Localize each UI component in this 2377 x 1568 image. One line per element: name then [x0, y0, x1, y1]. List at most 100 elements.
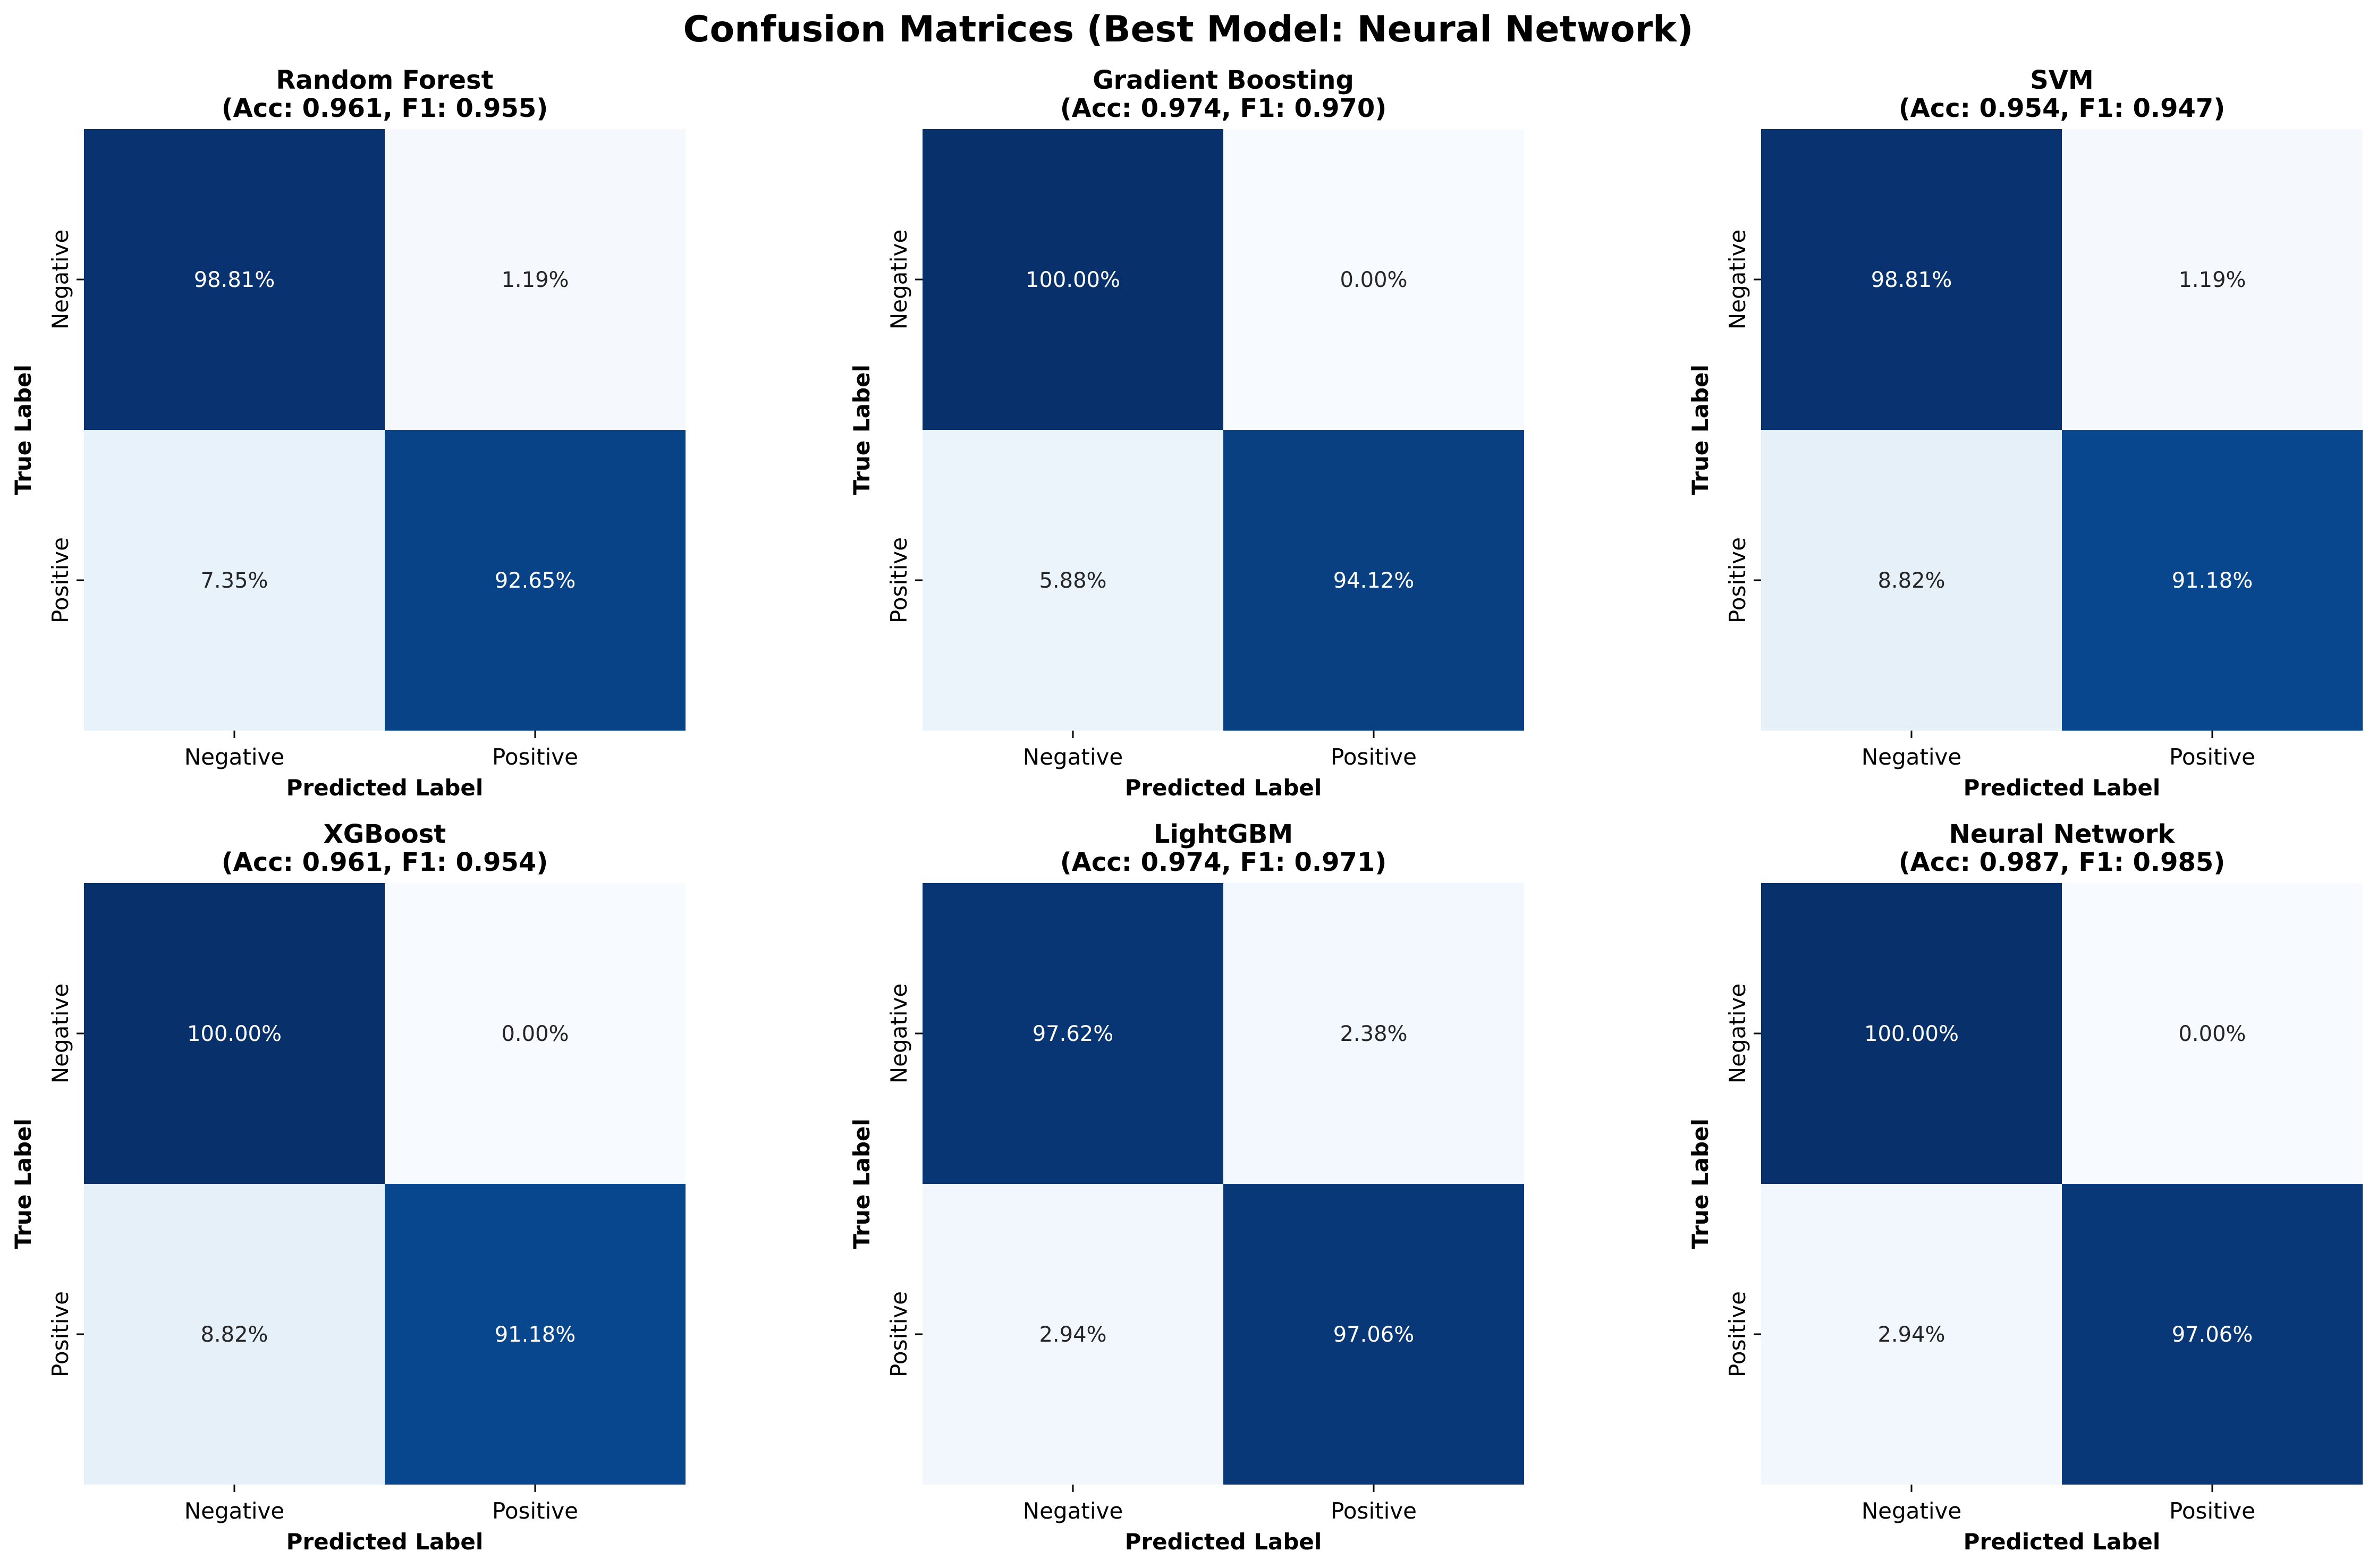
- panel-subtitle: (Acc: 0.987, F1: 0.985): [1899, 847, 2226, 877]
- heatmap-cell: [2062, 430, 2363, 731]
- y-tick-label: Positive: [1724, 537, 1750, 623]
- heatmap-cell: [1761, 1184, 2062, 1485]
- cell-value-label: 0.00%: [1340, 268, 1407, 292]
- heatmap-cell: [923, 1184, 1223, 1485]
- cell-value-label: 1.19%: [501, 268, 569, 292]
- cell-value-label: 5.88%: [1039, 569, 1106, 593]
- cell-value-label: 100.00%: [1026, 268, 1120, 292]
- x-axis-label: Predicted Label: [1125, 775, 1322, 801]
- y-axis-label: True Label: [1687, 365, 1713, 495]
- cell-value-label: 91.18%: [2172, 569, 2253, 593]
- x-tick-label: Positive: [2169, 1498, 2255, 1524]
- heatmap-cell: [2062, 883, 2363, 1184]
- heatmap-cell: [84, 430, 385, 731]
- panel-neural-network: Neural Network(Acc: 0.987, F1: 0.985) 100…: [1687, 819, 2363, 1555]
- y-tick-label: Positive: [47, 537, 73, 623]
- panel-xgboost: XGBoost(Acc: 0.961, F1: 0.954) 100.00% 0.0…: [10, 819, 686, 1555]
- heatmap-cell: [385, 129, 686, 430]
- cell-value-label: 98.81%: [1871, 268, 1952, 292]
- y-tick-label: Positive: [886, 1291, 912, 1377]
- y-axis-label: True Label: [849, 365, 875, 495]
- heatmap-cell: [1223, 129, 1524, 430]
- heatmap-cell: [1223, 883, 1524, 1184]
- heatmap-cell: [1223, 1184, 1524, 1485]
- cell-value-label: 7.35%: [200, 569, 268, 593]
- y-tick-label: Negative: [47, 984, 73, 1084]
- y-axis-label: True Label: [1687, 1118, 1713, 1249]
- heatmap-cell: [1761, 883, 2062, 1184]
- cell-value-label: 97.06%: [2172, 1323, 2253, 1347]
- panel-title: Random Forest: [276, 65, 493, 95]
- heatmap-cell: [84, 1184, 385, 1485]
- heatmap-cell: [1223, 430, 1524, 731]
- panel-subtitle: (Acc: 0.974, F1: 0.971): [1060, 847, 1387, 877]
- y-tick-label: Negative: [886, 230, 912, 330]
- x-tick-label: Negative: [1862, 1498, 1962, 1524]
- y-axis-label: True Label: [10, 1118, 36, 1249]
- y-tick-label: Positive: [1724, 1291, 1750, 1377]
- cell-value-label: 2.94%: [1877, 1323, 1945, 1347]
- x-axis-label: Predicted Label: [1964, 775, 2161, 801]
- panel-svm: SVM(Acc: 0.954, F1: 0.947) 98.81% 1.19% 8.8…: [1687, 65, 2363, 801]
- x-tick-label: Negative: [184, 744, 285, 770]
- heatmap-cell: [385, 1184, 686, 1485]
- panel-title: LightGBM: [1154, 819, 1293, 849]
- x-tick-label: Negative: [1862, 744, 1962, 770]
- panel-title: Gradient Boosting: [1093, 65, 1354, 95]
- heatmap-cell: [84, 129, 385, 430]
- panel-title: XGBoost: [324, 819, 446, 849]
- heatmap-cell: [1761, 129, 2062, 430]
- y-axis-label: True Label: [10, 365, 36, 495]
- x-axis-label: Predicted Label: [1964, 1529, 2161, 1555]
- cell-value-label: 2.38%: [1340, 1022, 1407, 1046]
- x-tick-label: Positive: [492, 744, 578, 770]
- y-tick-label: Positive: [47, 1291, 73, 1377]
- cell-value-label: 1.19%: [2178, 268, 2246, 292]
- x-tick-label: Positive: [492, 1498, 578, 1524]
- x-tick-label: Positive: [1331, 1498, 1417, 1524]
- x-tick-label: Negative: [1023, 744, 1123, 770]
- heatmap-cell: [84, 883, 385, 1184]
- heatmap-cell: [923, 883, 1223, 1184]
- heatmap-cell: [1761, 430, 2062, 731]
- x-tick-label: Negative: [1023, 1498, 1123, 1524]
- x-axis-label: Predicted Label: [286, 775, 484, 801]
- cell-value-label: 2.94%: [1039, 1323, 1106, 1347]
- y-tick-label: Negative: [1724, 230, 1750, 330]
- y-axis-label: True Label: [849, 1118, 875, 1249]
- cell-value-label: 8.82%: [200, 1323, 268, 1347]
- heatmap-cell: [2062, 129, 2363, 430]
- y-tick-label: Negative: [1724, 984, 1750, 1084]
- panel-subtitle: (Acc: 0.974, F1: 0.970): [1060, 94, 1387, 123]
- heatmap-cell: [923, 430, 1223, 731]
- panel-subtitle: (Acc: 0.961, F1: 0.954): [222, 847, 548, 877]
- x-tick-label: Positive: [2169, 744, 2255, 770]
- x-tick-label: Positive: [1331, 744, 1417, 770]
- cell-value-label: 98.81%: [194, 268, 275, 292]
- x-tick-label: Negative: [184, 1498, 285, 1524]
- figure-title: Confusion Matrices (Best Model: Neural N…: [683, 9, 1694, 50]
- cell-value-label: 92.65%: [495, 569, 576, 593]
- heatmap-cell: [385, 430, 686, 731]
- panels: Random Forest(Acc: 0.961, F1: 0.955) 98.8…: [10, 65, 2363, 1555]
- cell-value-label: 97.06%: [1333, 1323, 1415, 1347]
- panel-title: Neural Network: [1949, 819, 2176, 849]
- cell-value-label: 0.00%: [2178, 1022, 2246, 1046]
- cell-value-label: 94.12%: [1333, 569, 1415, 593]
- panel-title: SVM: [2030, 65, 2093, 95]
- x-axis-label: Predicted Label: [1125, 1529, 1322, 1555]
- y-tick-label: Positive: [886, 537, 912, 623]
- panel-lightgbm: LightGBM(Acc: 0.974, F1: 0.971) 97.62% 2.3…: [849, 819, 1524, 1555]
- panel-gradient-boosting: Gradient Boosting(Acc: 0.974, F1: 0.970)…: [849, 65, 1524, 801]
- y-tick-label: Negative: [47, 230, 73, 330]
- heatmap-cell: [923, 129, 1223, 430]
- y-tick-label: Negative: [886, 984, 912, 1084]
- panel-subtitle: (Acc: 0.954, F1: 0.947): [1899, 94, 2226, 123]
- cell-value-label: 100.00%: [1864, 1022, 1959, 1046]
- x-axis-label: Predicted Label: [286, 1529, 484, 1555]
- cell-value-label: 97.62%: [1033, 1022, 1114, 1046]
- cell-value-label: 8.82%: [1877, 569, 1945, 593]
- cell-value-label: 0.00%: [501, 1022, 569, 1046]
- cell-value-label: 91.18%: [495, 1323, 576, 1347]
